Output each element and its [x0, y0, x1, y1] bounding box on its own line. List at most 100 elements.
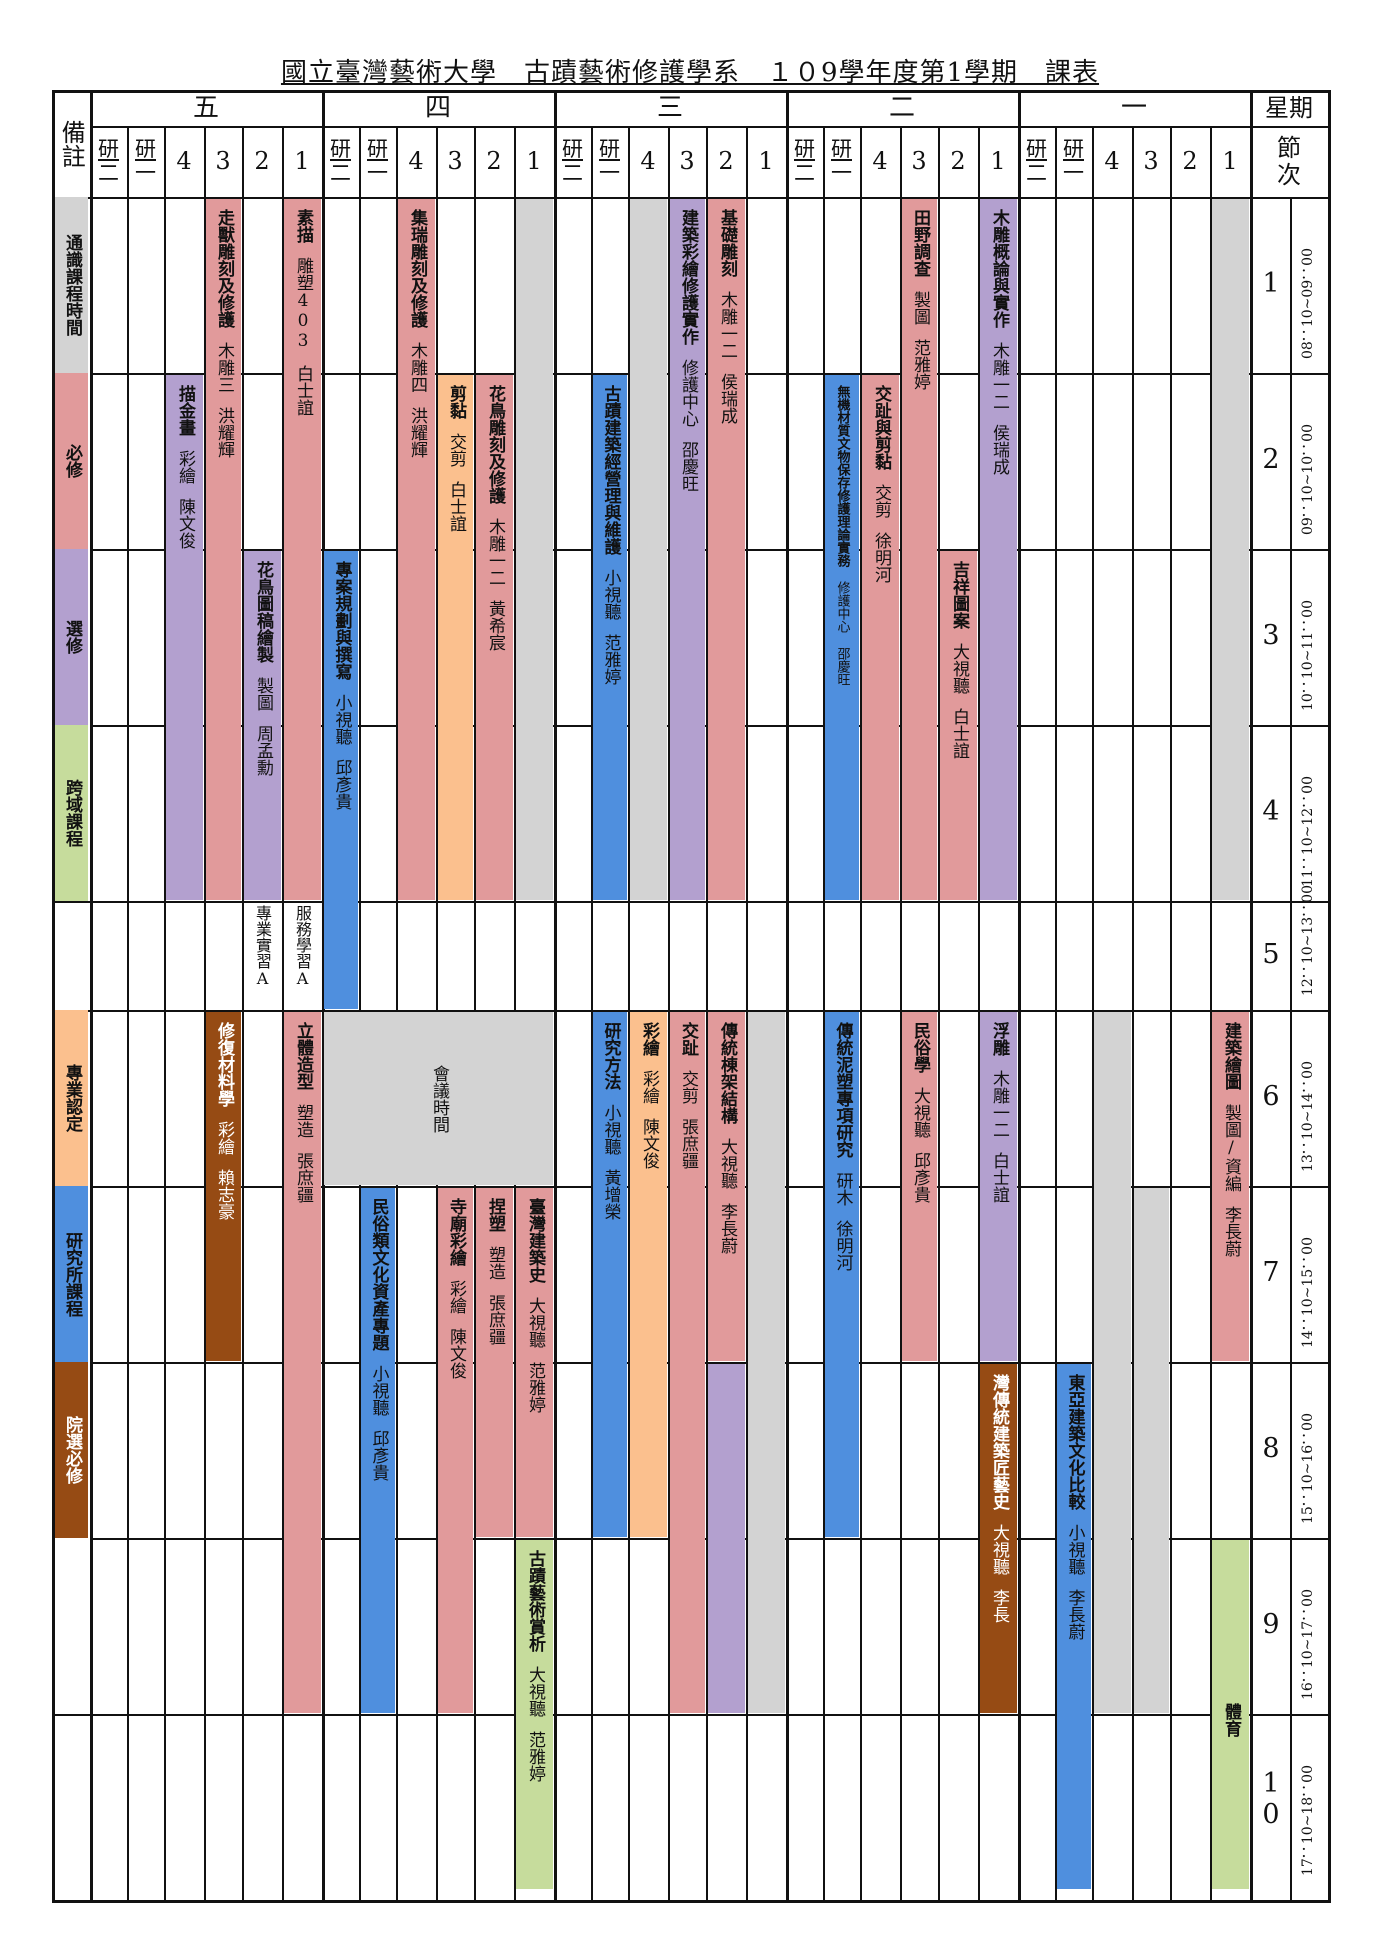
column-divider: [1170, 126, 1172, 1900]
course-block[interactable]: 體育: [1212, 1540, 1249, 1889]
period-note: 專業實習A: [242, 905, 282, 988]
course-teacher: 陳文俊: [639, 1118, 659, 1169]
course-block[interactable]: [630, 199, 667, 900]
course-block[interactable]: 傳統泥塑專項研究 研木 徐明河: [825, 1012, 859, 1537]
course-room: 木雕一二: [717, 291, 737, 359]
day-header-二: 二: [888, 92, 915, 123]
course-teacher: 徐明河: [871, 532, 891, 583]
period-number: 1: [1262, 268, 1280, 299]
course-block[interactable]: 民俗類文化資產專題 小視聽 邱彥貴: [361, 1188, 395, 1713]
course-block[interactable]: 基礎雕刻木雕一二侯瑞成: [708, 199, 745, 900]
column-divider: [823, 126, 825, 1900]
course-block[interactable]: 建築繪圖 製圖/資編 李長蔚: [1212, 1012, 1249, 1361]
course-block[interactable]: 臺灣建築史 大視聽 范雅婷: [516, 1188, 553, 1537]
course-block[interactable]: 專案規劃與撰寫 小視聽 邱彥貴: [324, 551, 358, 1009]
course-block[interactable]: 研究方法 小視聽 黃增榮: [593, 1012, 627, 1537]
course-block[interactable]: 建築彩繪修護實作 修護中心 邵慶旺: [670, 199, 705, 900]
course-name: 無機材質文物保存修護理論實務: [834, 385, 850, 567]
course-room: 木雕一二: [989, 1070, 1009, 1138]
course-name: 灣傳統建築匠藝史: [989, 1374, 1009, 1510]
course-block[interactable]: 寺廟彩繪 彩繪 陳文俊: [438, 1188, 473, 1713]
day-header-四: 四: [424, 92, 451, 123]
column-divider: [668, 126, 670, 1900]
course-block[interactable]: 民俗學 大視聽 邱彥貴: [902, 1012, 937, 1361]
course-block[interactable]: [1134, 1188, 1169, 1713]
column-header: 3: [447, 147, 463, 176]
course-block[interactable]: 交趾與剪黏 交剪 徐明河: [862, 375, 899, 900]
course-block[interactable]: 古蹟建築經營理與維護 小視聽 范雅婷: [593, 375, 627, 900]
period-time: 08：10~09：00: [1300, 248, 1316, 359]
column-header: 1: [526, 147, 542, 176]
course-block[interactable]: 浮雕 木雕一二 白士誼: [980, 1012, 1017, 1361]
course-block[interactable]: 無機材質文物保存修護理論實務 修護中心 邵慶旺: [825, 375, 859, 900]
weekday-header: 星期: [1265, 93, 1313, 122]
period-number: 9: [1262, 1609, 1280, 1640]
course-name: 古蹟建築經營理與維護: [600, 385, 621, 555]
column-header: 2: [950, 147, 966, 176]
course-block[interactable]: 集瑞雕刻及修護 木雕四 洪耀輝: [398, 199, 435, 900]
course-block[interactable]: [516, 199, 553, 900]
course-block[interactable]: 花鳥雕刻及修護 木雕一二 黃希宸: [476, 375, 513, 900]
course-block[interactable]: [1094, 1012, 1131, 1713]
course-room: 大視聽: [717, 1138, 737, 1189]
course-teacher: 侯瑞成: [717, 373, 737, 424]
column-divider: [1132, 126, 1134, 1900]
course-block[interactable]: 彩繪 彩繪 陳文俊: [630, 1012, 667, 1537]
period-number: 5: [1262, 938, 1280, 970]
course-block[interactable]: [1212, 199, 1249, 900]
corner-divider: [1250, 126, 1328, 128]
column-header: 4: [176, 147, 192, 176]
table-border-bottom: [52, 1900, 1328, 1903]
course-block[interactable]: 古蹟藝術賞析 大視聽 范雅婷: [516, 1540, 553, 1889]
course-teacher: 范雅婷: [910, 339, 930, 390]
course-room: 木雕一二: [989, 342, 1009, 410]
course-block[interactable]: 東亞建築文化比較 小視聽 李長蔚: [1057, 1364, 1091, 1889]
legend-必修: 必修: [55, 373, 88, 549]
course-name: 基礎雕刻: [717, 209, 737, 277]
legend-跨域課程: 跨域課程: [55, 725, 88, 901]
course-room: 大視聽: [525, 1666, 545, 1717]
column-header: 3: [215, 147, 231, 176]
column-divider: [1210, 126, 1212, 1900]
course-name: 田野調查: [910, 209, 930, 277]
course-teacher: 邱彥貴: [368, 1430, 389, 1481]
period-note: 服務學習A: [282, 905, 322, 988]
course-block[interactable]: [708, 1364, 745, 1713]
course-room: 大視聽: [910, 1087, 930, 1138]
course-room: 彩繪: [446, 1280, 466, 1314]
notes-row-line: [52, 1714, 90, 1716]
column-header: 研一: [135, 136, 156, 185]
column-divider: [242, 126, 244, 1900]
course-room: 修護中心: [834, 581, 850, 633]
course-block[interactable]: 剪黏 交剪 白士誼: [438, 375, 473, 900]
course-block[interactable]: 走獸雕刻及修護 木雕三 洪耀輝: [206, 199, 241, 900]
course-block[interactable]: 立體造型 塑造 張庶疆: [284, 1012, 321, 1713]
course-name: 浮雕: [989, 1022, 1009, 1056]
course-block[interactable]: 田野調查 製圖 范雅婷: [902, 199, 937, 900]
course-block[interactable]: 修復材料學 彩繪 賴志豪: [206, 1012, 241, 1361]
course-name: 傳統棟架結構: [717, 1022, 737, 1124]
course-teacher: 陳文俊: [175, 498, 195, 549]
column-header: 3: [911, 147, 927, 176]
course-block[interactable]: [748, 1012, 785, 1713]
course-block[interactable]: 花鳥圖稿繪製 製圖 周孟勳: [244, 551, 281, 900]
course-name: 會議時間: [429, 1064, 449, 1133]
course-block[interactable]: 捏塑 塑造 張庶疆: [476, 1188, 513, 1537]
course-block[interactable]: 灣傳統建築匠藝史 大視聽 李長: [980, 1364, 1017, 1713]
course-name: 專案規劃與撰寫: [331, 561, 352, 680]
course-block[interactable]: 會議時間: [324, 1012, 553, 1185]
course-name: 吉祥圖案: [949, 561, 969, 629]
course-block[interactable]: 素描 雕塑403 白士誼: [284, 199, 321, 900]
course-name: 體育: [1221, 1702, 1241, 1737]
course-block[interactable]: 交趾 交剪 張庶疆: [670, 1012, 705, 1713]
column-header: 1: [294, 147, 310, 176]
course-block[interactable]: 描金畫 彩繪 陳文俊: [166, 375, 203, 900]
course-block[interactable]: 吉祥圖案 大視聽 白士誼: [940, 551, 977, 900]
course-teacher: 李長蔚: [1221, 1206, 1241, 1257]
course-teacher: 徐明河: [832, 1220, 853, 1271]
course-block[interactable]: 傳統棟架結構 大視聽 李長蔚: [708, 1012, 745, 1361]
course-block[interactable]: 木雕概論與實作 木雕一二 侯瑞成: [980, 199, 1017, 900]
legend-院選必修: 院選必修: [55, 1362, 88, 1538]
course-name: 花鳥雕刻及修護: [485, 385, 505, 504]
